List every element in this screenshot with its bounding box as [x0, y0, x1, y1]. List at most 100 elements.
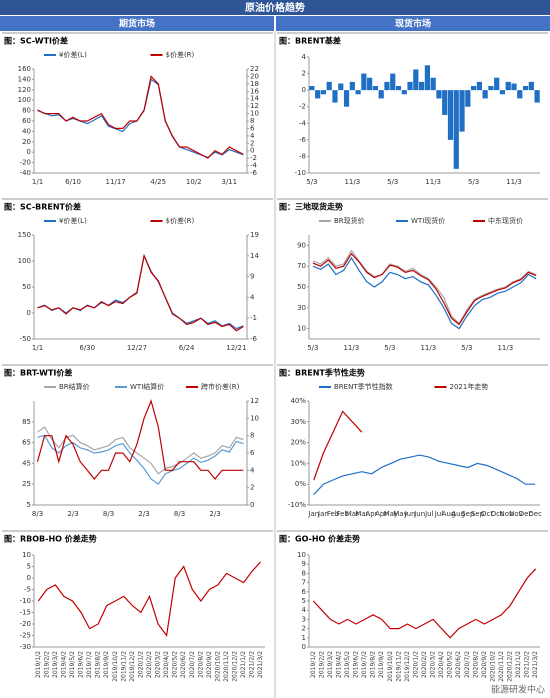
page-title: 原油价格趋势: [245, 1, 305, 14]
x-tick-label: 2019/1/2: [35, 651, 42, 678]
legend-label: 中东现货价: [488, 216, 523, 225]
bar: [528, 81, 534, 91]
x-tick-label: 1/1: [32, 344, 43, 352]
x-tick-label: Jan: [317, 510, 329, 518]
bar: [482, 90, 488, 99]
x-tick-label: 1/1: [32, 178, 43, 186]
y2-tick-label: 12: [250, 102, 259, 110]
y2-tick-label: -6: [250, 335, 258, 343]
y-tick-label: 100: [18, 96, 31, 104]
legend-label: BRENT季节性指数: [334, 382, 393, 391]
panel-title: 图：GO-HO 价差走势: [279, 534, 360, 544]
x-tick-label: 12/27: [127, 344, 147, 352]
x-tick-label: 2019/2/2: [43, 651, 50, 678]
y-tick-label: 60: [22, 117, 31, 125]
x-tick-label: Nov: [499, 510, 513, 518]
x-tick-label: Jul: [424, 510, 434, 518]
y2-tick-label: -6: [250, 169, 258, 177]
y-tick-label: 30: [297, 304, 306, 312]
y-tick-label: 4: [302, 606, 307, 614]
x-tick-label: Sep: [461, 510, 475, 518]
bar: [332, 90, 338, 103]
x-tick-label: 2019/4/2: [335, 651, 342, 678]
x-tick-label: 6/10: [65, 178, 81, 186]
bar: [343, 90, 350, 107]
y-tick-label: 0: [27, 148, 31, 156]
bar: [419, 81, 425, 91]
bar: [384, 81, 390, 91]
x-tick-label: 10/2: [186, 178, 202, 186]
x-tick-label: 2020/11/2: [223, 651, 230, 682]
x-tick-label: Jul: [434, 510, 444, 518]
x-tick-label: 8/3: [32, 510, 43, 518]
x-tick-label: 2019/12/2: [129, 651, 136, 682]
y-tick-label: 85: [22, 418, 31, 426]
y-tick-label: 10: [22, 551, 31, 559]
y-tick-label: -2: [299, 103, 306, 111]
x-tick-label: 2020/12/2: [507, 651, 514, 682]
y-tick-label: 150: [18, 231, 31, 239]
bar: [390, 73, 396, 91]
bar: [361, 73, 367, 91]
y-tick-label: 0: [302, 86, 306, 94]
bar: [459, 90, 465, 132]
x-tick-label: 2019/4/2: [60, 651, 67, 678]
y-tick-label: 65: [22, 439, 31, 447]
x-tick-label: Jun: [404, 510, 416, 518]
x-tick-label: Aug: [442, 510, 456, 518]
bar: [372, 86, 379, 91]
bar: [413, 69, 419, 91]
y-tick-label: 40: [22, 127, 31, 135]
x-tick-label: 2019/9/2: [378, 651, 385, 678]
x-tick-label: 11/3: [343, 344, 359, 352]
y2-tick-label: 10: [250, 414, 259, 422]
x-tick-label: 2020/2/2: [146, 651, 153, 678]
x-tick-label: 2020/5/2: [172, 651, 179, 678]
x-tick-label: Feb: [336, 510, 349, 518]
x-tick-label: 11/3: [506, 178, 522, 186]
x-tick-label: 2020/3/2: [430, 651, 437, 678]
left-header: [0, 16, 274, 31]
y-tick-label: 160: [18, 65, 31, 73]
line-series: [37, 75, 244, 159]
x-tick-label: 11/3: [497, 344, 513, 352]
bar: [309, 86, 315, 91]
x-tick-label: 2020/10/2: [214, 651, 221, 682]
x-tick-label: 2019/11/2: [120, 651, 127, 682]
y-tick-label: -15: [20, 609, 31, 617]
x-tick-label: 2020/6/2: [455, 651, 462, 678]
x-tick-label: 2/3: [209, 510, 220, 518]
x-tick-label: Jun: [413, 510, 425, 518]
bar: [320, 90, 327, 95]
x-tick-label: 12/21: [226, 344, 246, 352]
panel-title: 图：BRT-WTI价差: [4, 368, 72, 378]
line-series: [37, 426, 244, 475]
x-tick-label: 2020/10/2: [489, 651, 496, 682]
bar: [401, 90, 407, 95]
y-tick-label: -4: [299, 119, 307, 127]
x-tick-label: 2019/7/2: [361, 651, 368, 678]
y2-tick-label: 12: [250, 397, 259, 405]
y2-tick-label: 22: [250, 65, 259, 73]
x-tick-label: Dec: [519, 510, 533, 518]
y-tick-label: 40%: [290, 397, 306, 405]
x-tick-label: 2020/4/2: [163, 651, 170, 678]
right-header: [276, 16, 550, 31]
x-tick-label: 2019/2/2: [318, 651, 325, 678]
x-tick-label: 2019/3/2: [52, 651, 59, 678]
y2-tick-label: 6: [250, 124, 255, 132]
y-tick-label: 100: [18, 257, 31, 265]
bar: [488, 86, 494, 91]
y-tick-label: 8: [302, 569, 306, 577]
y-tick-label: -50: [20, 335, 31, 343]
y-tick-label: 30%: [290, 418, 306, 426]
x-tick-label: 11/3: [344, 178, 360, 186]
x-tick-label: 2021/3/2: [257, 651, 264, 678]
y-tick-label: -20: [20, 620, 31, 628]
bar: [436, 90, 442, 99]
x-tick-label: 2020/7/2: [464, 651, 471, 678]
y-tick-label: 50: [22, 283, 31, 291]
y-tick-label: 2: [302, 70, 306, 78]
bar: [367, 77, 373, 91]
